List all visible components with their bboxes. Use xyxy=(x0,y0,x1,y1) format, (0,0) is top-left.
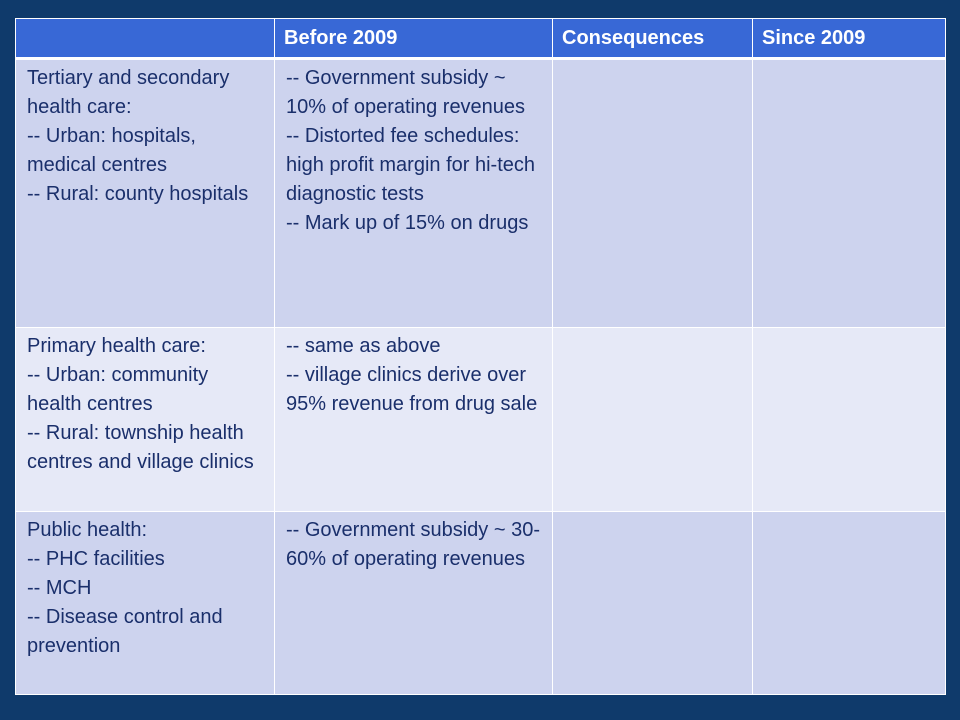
cell-line: -- Urban: hospitals, medical centres xyxy=(27,125,196,176)
table-row: Public health: -- PHC facilities -- MCH … xyxy=(15,511,946,695)
cell-line: -- Mark up of 15% on drugs xyxy=(286,212,529,234)
cell-line: -- Distorted fee schedules: high profit … xyxy=(286,125,536,205)
cell-line: -- village clinics derive over 95% reven… xyxy=(286,364,538,415)
cell-level: Primary health care: -- Urban: community… xyxy=(15,327,275,512)
cell-line: Primary health care: xyxy=(27,335,206,357)
cell-since-2009 xyxy=(752,511,946,695)
cell-line: -- Government subsidy ~ 10% of operating… xyxy=(286,67,526,118)
cell-consequences xyxy=(552,327,753,512)
cell-line: Tertiary and secondary health care: xyxy=(27,67,230,118)
cell-before-2009: -- Government subsidy ~ 30-60% of operat… xyxy=(274,511,553,695)
cell-line: -- Government subsidy ~ 30-60% of operat… xyxy=(286,519,540,570)
cell-line: -- Rural: county hospitals xyxy=(27,183,249,205)
cell-line: -- PHC facilities xyxy=(27,548,165,570)
table-row: Tertiary and secondary health care: -- U… xyxy=(15,58,946,328)
cell-line: -- Rural: township health centres and vi… xyxy=(27,422,254,473)
cell-consequences xyxy=(552,511,753,695)
cell-since-2009 xyxy=(752,327,946,512)
cell-consequences xyxy=(552,58,753,328)
cell-line: -- same as above xyxy=(286,335,441,357)
header-cell-since-2009: Since 2009 xyxy=(752,18,946,60)
header-row: Before 2009 Consequences Since 2009 xyxy=(15,18,946,60)
table-row: Primary health care: -- Urban: community… xyxy=(15,327,946,512)
cell-before-2009: -- Government subsidy ~ 10% of operating… xyxy=(274,58,553,328)
cell-level: Tertiary and secondary health care: -- U… xyxy=(15,58,275,328)
header-cell-before-2009: Before 2009 xyxy=(274,18,553,60)
cell-level: Public health: -- PHC facilities -- MCH … xyxy=(15,511,275,695)
comparison-table: Before 2009 Consequences Since 2009 Tert… xyxy=(15,18,946,695)
cell-line: Public health: xyxy=(27,519,148,541)
cell-line: -- Disease control and prevention xyxy=(27,606,223,657)
cell-line: -- MCH xyxy=(27,577,92,599)
header-cell-consequences: Consequences xyxy=(552,18,753,60)
cell-before-2009: -- same as above -- village clinics deri… xyxy=(274,327,553,512)
header-cell-level xyxy=(15,18,275,60)
cell-line: -- Urban: community health centres xyxy=(27,364,209,415)
cell-since-2009 xyxy=(752,58,946,328)
